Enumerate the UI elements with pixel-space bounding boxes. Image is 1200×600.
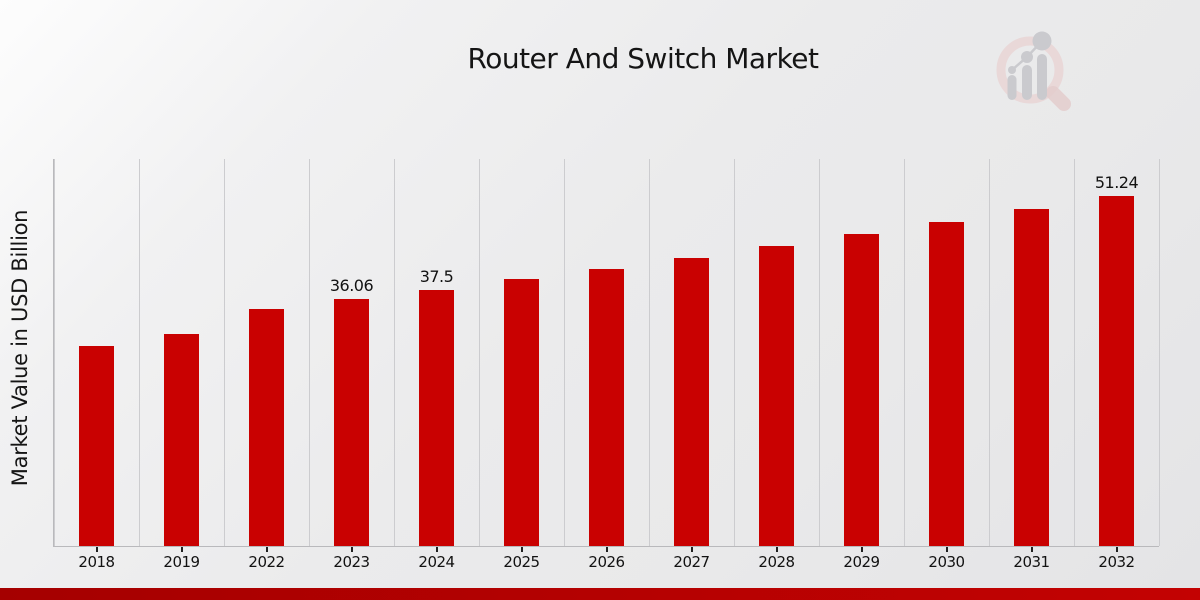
market-research-future-logo bbox=[996, 31, 1071, 111]
x-tick-label-2025: 2025 bbox=[503, 553, 540, 571]
x-tick-label-2024: 2024 bbox=[418, 553, 455, 571]
logo-magnifier-handle bbox=[1046, 86, 1071, 111]
logo-dot-small bbox=[1008, 66, 1016, 74]
x-tick-label-2022: 2022 bbox=[248, 553, 285, 571]
bar-2022 bbox=[249, 309, 284, 546]
x-axis-tick bbox=[1116, 547, 1118, 552]
x-tick-label-2029: 2029 bbox=[843, 553, 880, 571]
grid-line bbox=[1159, 159, 1160, 546]
bar-2026 bbox=[589, 269, 624, 546]
x-tick-label-2031: 2031 bbox=[1013, 553, 1050, 571]
x-axis-tick bbox=[861, 547, 863, 552]
x-axis-tick bbox=[436, 547, 438, 552]
grid-line bbox=[54, 159, 55, 546]
x-tick-label-2028: 2028 bbox=[758, 553, 795, 571]
value-label-2024: 37.5 bbox=[419, 267, 454, 286]
x-tick-label-2019: 2019 bbox=[163, 553, 200, 571]
value-label-2023: 36.06 bbox=[329, 276, 374, 295]
y-axis-label: Market Value in USD Billion bbox=[8, 209, 32, 487]
x-tick-label-2027: 2027 bbox=[673, 553, 710, 571]
logo-dot-medium bbox=[1021, 51, 1033, 63]
x-axis-tick bbox=[776, 547, 778, 552]
value-label-2032: 51.24 bbox=[1094, 173, 1139, 192]
bar-2024 bbox=[419, 290, 454, 546]
grid-line bbox=[734, 159, 735, 546]
bar-2023 bbox=[334, 299, 369, 546]
grid-line bbox=[649, 159, 650, 546]
grid-line bbox=[394, 159, 395, 546]
x-axis-tick bbox=[181, 547, 183, 552]
grid-line bbox=[989, 159, 990, 546]
bar-2028 bbox=[759, 246, 794, 546]
bar-2027 bbox=[674, 258, 709, 546]
grid-line bbox=[819, 159, 820, 546]
x-axis-tick bbox=[96, 547, 98, 552]
plot-area: 2018 2019 2022 2023 36.06 2024 37.5 2025 2026 202… bbox=[53, 159, 1160, 571]
chart-title: Router And Switch Market bbox=[467, 42, 820, 75]
bar-2029 bbox=[844, 234, 879, 546]
logo-bar-large bbox=[1037, 54, 1047, 100]
grid-line bbox=[139, 159, 140, 546]
grid-line bbox=[564, 159, 565, 546]
grid-line bbox=[309, 159, 310, 546]
x-tick-label-2018: 2018 bbox=[78, 553, 115, 571]
bar-2025 bbox=[504, 279, 539, 546]
grid-line bbox=[1074, 159, 1075, 546]
x-tick-label-2032: 2032 bbox=[1098, 553, 1135, 571]
logo-bar-medium bbox=[1022, 65, 1032, 100]
grid-line bbox=[479, 159, 480, 546]
x-tick-label-2023: 2023 bbox=[333, 553, 370, 571]
bar-2030 bbox=[929, 222, 964, 546]
x-tick-label-2026: 2026 bbox=[588, 553, 625, 571]
logo-dot-large bbox=[1032, 31, 1052, 51]
x-axis-tick bbox=[606, 547, 608, 552]
x-tick-label-2030: 2030 bbox=[928, 553, 965, 571]
bar-2031 bbox=[1014, 209, 1049, 546]
x-axis-tick bbox=[351, 547, 353, 552]
x-axis-tick bbox=[946, 547, 948, 552]
x-axis-tick bbox=[1031, 547, 1033, 552]
bar-2032 bbox=[1099, 196, 1134, 546]
bar-2018 bbox=[79, 346, 114, 546]
x-axis-tick bbox=[521, 547, 523, 552]
x-axis-tick bbox=[266, 547, 268, 552]
bar-2019 bbox=[164, 334, 199, 546]
logo-bar-small bbox=[1007, 75, 1017, 100]
bottom-accent-band bbox=[0, 588, 1200, 600]
x-axis-tick bbox=[691, 547, 693, 552]
grid-line bbox=[904, 159, 905, 546]
grid-line bbox=[224, 159, 225, 546]
